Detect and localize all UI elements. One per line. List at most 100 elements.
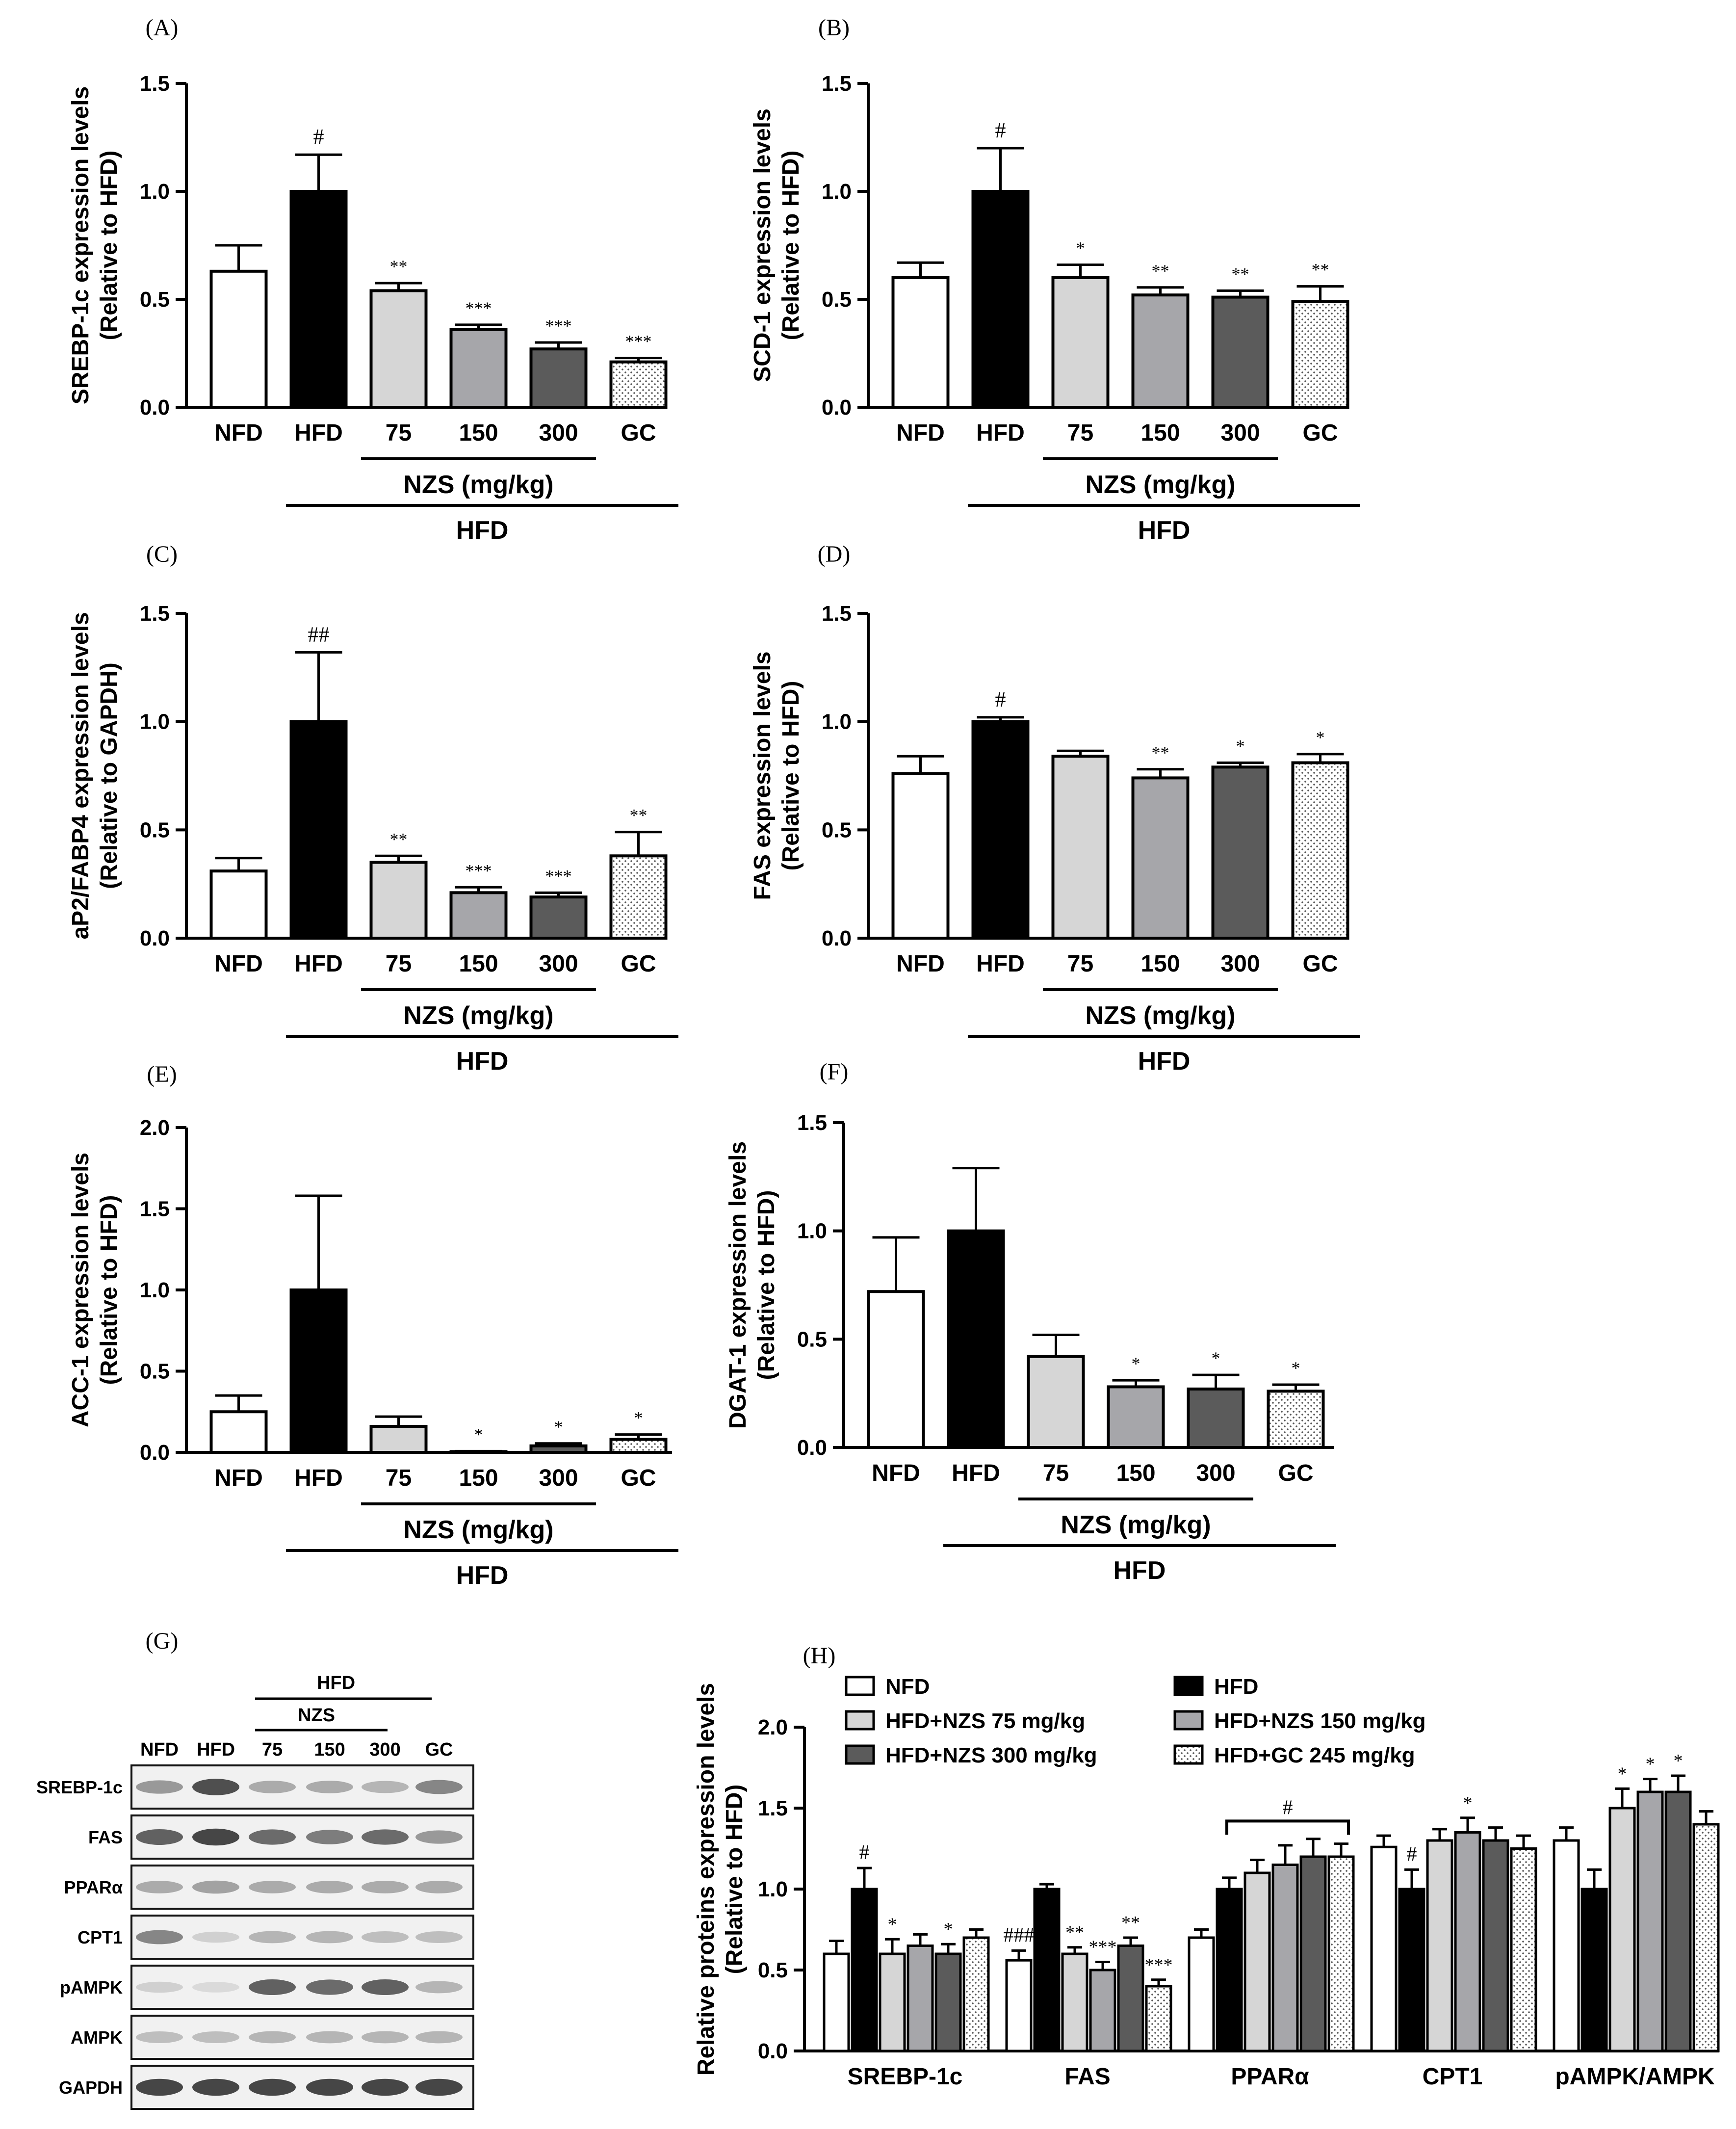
significance-mark: * xyxy=(1292,1358,1300,1378)
significance-mark: # xyxy=(1407,1843,1417,1866)
bar xyxy=(1510,1847,1537,2052)
bar xyxy=(1117,1945,1144,2052)
y-axis-label: aP2/FABP4 expression levels (Relative to … xyxy=(68,612,122,939)
y-tick-label: 0.5 xyxy=(822,818,852,842)
lane-label: GC xyxy=(425,1739,453,1760)
x-tick-label: 300 xyxy=(1196,1460,1235,1486)
blot-band xyxy=(306,1781,353,1793)
x-tick-label: NFD xyxy=(872,1460,920,1486)
blot-band xyxy=(415,1780,463,1794)
bar xyxy=(369,861,428,940)
x-tick-label: GC xyxy=(621,1465,656,1491)
bar xyxy=(289,190,348,409)
y-axis-label: Relative proteins expression levels (Rela… xyxy=(693,1683,748,2076)
x-tick-label: 150 xyxy=(459,1465,498,1491)
x-tick-label: GC xyxy=(1303,420,1338,446)
bar xyxy=(1327,1855,1355,2052)
blot-row-label: pAMPK xyxy=(60,1977,123,1998)
blot-band xyxy=(415,1881,463,1893)
bar xyxy=(1299,1855,1327,2052)
bar xyxy=(369,289,428,409)
y-tick-label: 1.0 xyxy=(140,710,170,734)
blot-band xyxy=(362,2031,409,2044)
x-tick-label: 300 xyxy=(1220,951,1260,977)
bar xyxy=(529,1444,588,1454)
y-axis-label: ACC-1 expression levels (Relative to HFD) xyxy=(68,1153,122,1427)
bar xyxy=(1581,1888,1608,2052)
significance-mark: * xyxy=(554,1417,563,1437)
x-tick-label: 300 xyxy=(539,420,578,446)
x-tick-label: CPT1 xyxy=(1423,2064,1483,2090)
bar xyxy=(609,854,668,940)
significance-mark: * xyxy=(1236,736,1245,756)
panel-f: (F) 0.0 0.5 1.0 1.5 DGAT-1 expression levels(… xyxy=(725,1059,1336,1585)
blot-band xyxy=(136,2031,183,2043)
blot-band xyxy=(249,1829,296,1845)
panel-label: (D) xyxy=(818,541,851,567)
x-tick-label: NFD xyxy=(214,420,263,446)
panel-b: (B) 0.0 0.5 1.0 1.5 SCD-1 expression levels (R… xyxy=(750,15,1360,545)
bar xyxy=(1664,1790,1692,2052)
blot-band xyxy=(192,1779,239,1795)
bar xyxy=(947,1229,1005,1449)
significance-mark: * xyxy=(1076,238,1085,258)
legend-label: HFD+NZS 75 mg/kg xyxy=(885,1709,1085,1733)
bar xyxy=(1089,1969,1116,2052)
legend-label: HFD+GC 245 mg/kg xyxy=(1214,1743,1415,1767)
y-label-line1: SREBP-1c expression levels xyxy=(68,86,94,404)
y-tick-label: 0.5 xyxy=(140,288,170,312)
bar xyxy=(891,772,950,940)
x-tick-label: 300 xyxy=(539,1465,578,1491)
significance-mark: ** xyxy=(390,829,408,849)
y-tick-label: 1.5 xyxy=(758,1796,788,1820)
bar xyxy=(1145,1985,1172,2052)
blot-band xyxy=(306,1979,353,1995)
bar xyxy=(1005,1959,1033,2052)
bar xyxy=(1107,1385,1165,1449)
bar xyxy=(369,1425,428,1454)
lane-label: 150 xyxy=(314,1739,345,1760)
y-tick-label: 0.5 xyxy=(140,1360,170,1384)
significance-mark: *** xyxy=(545,316,572,336)
hfd-group-label: HFD xyxy=(1114,1556,1166,1585)
blot-band xyxy=(136,1981,183,1993)
y-tick-label: 1.5 xyxy=(822,72,852,96)
panel-e: (E) 0.0 0.5 1.0 1.5 2.0 ACC-1 expression level… xyxy=(68,1061,678,1590)
y-tick-label: 2.0 xyxy=(140,1116,170,1140)
bar xyxy=(1033,1888,1061,2052)
significance-bracket xyxy=(1225,1819,1350,1835)
blot-band xyxy=(249,2078,296,2096)
significance-mark: ### xyxy=(1004,1924,1035,1946)
x-tick-label: 75 xyxy=(1043,1460,1069,1486)
nzs-group-label: NZS (mg/kg) xyxy=(1061,1511,1211,1539)
x-tick-label: 150 xyxy=(459,951,498,977)
bar xyxy=(1051,276,1110,409)
blot-band xyxy=(362,1781,409,1793)
significance-mark: *** xyxy=(1089,1937,1117,1958)
significance-mark: ** xyxy=(1065,1922,1084,1943)
y-axis-label: DGAT-1 expression levels (Relative to HFD… xyxy=(725,1141,779,1429)
significance-mark: *** xyxy=(466,298,492,318)
nzs-group-label: NZS (mg/kg) xyxy=(403,1516,553,1544)
bar xyxy=(962,1936,990,2052)
y-label-line1: SCD-1 expression levels xyxy=(750,108,776,382)
significance-mark: * xyxy=(1618,1763,1627,1784)
x-tick-label: HFD xyxy=(976,420,1025,446)
blot-strip xyxy=(130,1965,474,2010)
blot-band xyxy=(249,2031,296,2044)
blot-band xyxy=(306,1830,353,1844)
x-tick-label: NFD xyxy=(214,951,263,977)
y-tick-label: 1.5 xyxy=(797,1111,827,1135)
y-axis-label: FAS expression levels (Relative to HFD) xyxy=(750,652,804,900)
blot-band xyxy=(306,1931,353,1944)
blot-band xyxy=(249,1881,296,1893)
bar xyxy=(1608,1807,1636,2052)
bar xyxy=(1398,1888,1425,2052)
bar xyxy=(867,1290,925,1449)
lane-label: NFD xyxy=(140,1739,179,1760)
bar xyxy=(1188,1936,1215,2052)
blot-band xyxy=(362,1979,409,1995)
y-axis-label: SREBP-1c expression levels (Relative to H… xyxy=(68,86,122,404)
significance-mark: ** xyxy=(630,806,648,825)
